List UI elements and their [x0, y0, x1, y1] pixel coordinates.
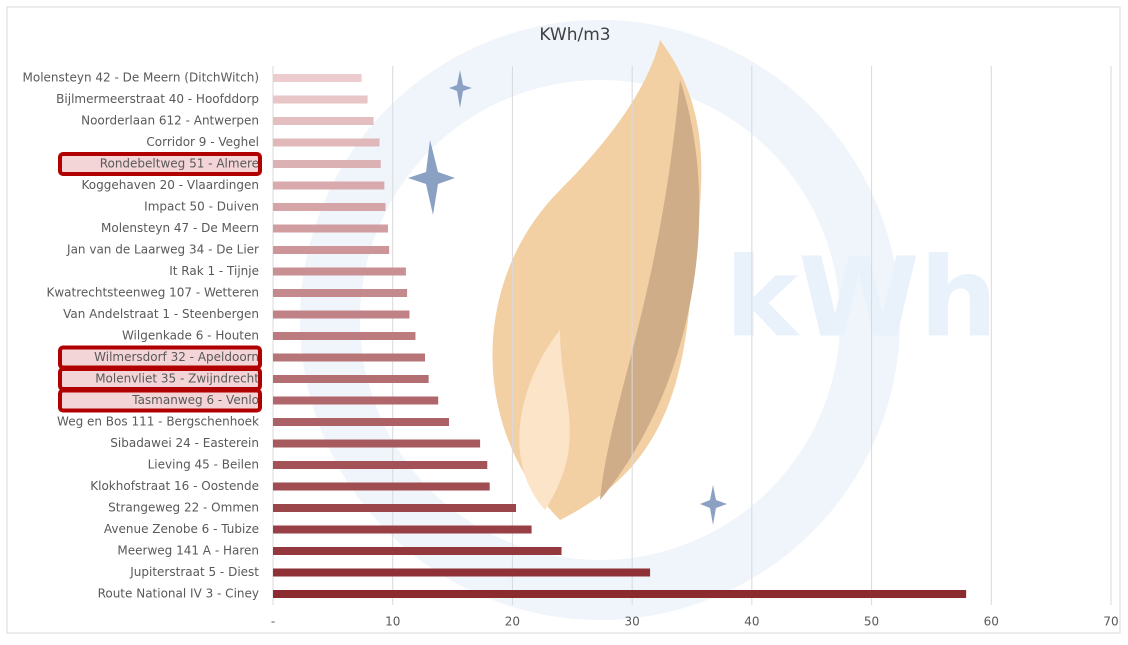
- bar: [273, 547, 562, 555]
- y-tick-label: Weg en Bos 111 - Bergschenhoek: [57, 415, 259, 429]
- y-tick-label: It Rak 1 - Tijnje: [169, 264, 259, 278]
- y-tick-label: Sibadawei 24 - Easterein: [110, 436, 259, 450]
- x-tick-label: 40: [744, 615, 759, 629]
- y-tick-label: Kwatrechtsteenweg 107 - Wetteren: [46, 286, 259, 300]
- bar: [273, 203, 386, 211]
- bar: [273, 504, 517, 512]
- bar: [273, 246, 390, 254]
- x-tick-label: 60: [984, 615, 999, 629]
- x-tick-label: 20: [505, 615, 520, 629]
- y-tick-label: Molenvliet 35 - Zwijndrecht: [95, 372, 259, 386]
- y-tick-label: Bijlmermeerstraat 40 - Hoofddorp: [56, 92, 259, 106]
- y-tick-label: Tasmanweg 6 - Venlo: [131, 393, 259, 407]
- y-tick-label: Noorderlaan 612 - Antwerpen: [81, 114, 259, 128]
- watermark: kWh: [725, 233, 998, 361]
- y-tick-label: Molensteyn 47 - De Meern: [101, 221, 259, 235]
- bar: [273, 525, 532, 534]
- bar: [273, 267, 406, 276]
- y-tick-label: Wilgenkade 6 - Houten: [122, 329, 259, 343]
- bar: [273, 439, 481, 448]
- bar: [273, 396, 439, 405]
- x-tick-label: -: [271, 615, 275, 629]
- y-tick-label: Van Andelstraat 1 - Steenbergen: [63, 307, 259, 321]
- bar: [273, 482, 490, 491]
- bar: [273, 138, 380, 147]
- bar: [273, 310, 410, 319]
- y-tick-label: Jupiterstraat 5 - Diest: [129, 565, 259, 579]
- y-tick-label: Wilmersdorf 32 - Apeldoorn: [94, 350, 259, 364]
- bar: [273, 418, 449, 426]
- bar: [273, 117, 374, 125]
- bar: [273, 224, 388, 233]
- y-tick-label: Koggehaven 20 - Vlaardingen: [82, 178, 259, 192]
- bar: [273, 568, 651, 577]
- y-tick-label: Klokhofstraat 16 - Oostende: [90, 479, 259, 493]
- bar: [273, 375, 429, 383]
- x-tick-label: 50: [864, 615, 879, 629]
- y-tick-label: Strangeweg 22 - Ommen: [108, 501, 259, 515]
- chart-title: KWh/m3: [539, 25, 610, 45]
- bar: [273, 160, 381, 168]
- y-tick-label: Jan van de Laarweg 34 - De Lier: [66, 243, 259, 257]
- bar: [273, 332, 416, 340]
- y-tick-label: Lieving 45 - Beilen: [148, 458, 259, 472]
- bar: [273, 590, 967, 598]
- y-tick-label: Route National IV 3 - Ciney: [98, 587, 259, 601]
- y-tick-label: Rondebeltweg 51 - Almere: [100, 157, 259, 171]
- y-tick-label: Molensteyn 42 - De Meern (DitchWitch): [23, 71, 260, 85]
- x-tick-label: 30: [625, 615, 640, 629]
- y-tick-label: Impact 50 - Duiven: [144, 200, 259, 214]
- bar: [273, 289, 408, 297]
- highlight-box: [58, 152, 262, 176]
- x-tick-label: 70: [1103, 615, 1118, 629]
- y-tick-label: Avenue Zenobe 6 - Tubize: [104, 522, 259, 536]
- bar: [273, 181, 385, 190]
- bar: [273, 95, 368, 104]
- bar: [273, 461, 488, 469]
- x-tick-label: 10: [385, 615, 400, 629]
- highlight-box: [58, 388, 262, 413]
- bar: [273, 74, 362, 82]
- y-tick-label: Corridor 9 - Veghel: [146, 135, 259, 149]
- bar: [273, 353, 426, 362]
- y-tick-label: Meerweg 141 A - Haren: [117, 544, 259, 558]
